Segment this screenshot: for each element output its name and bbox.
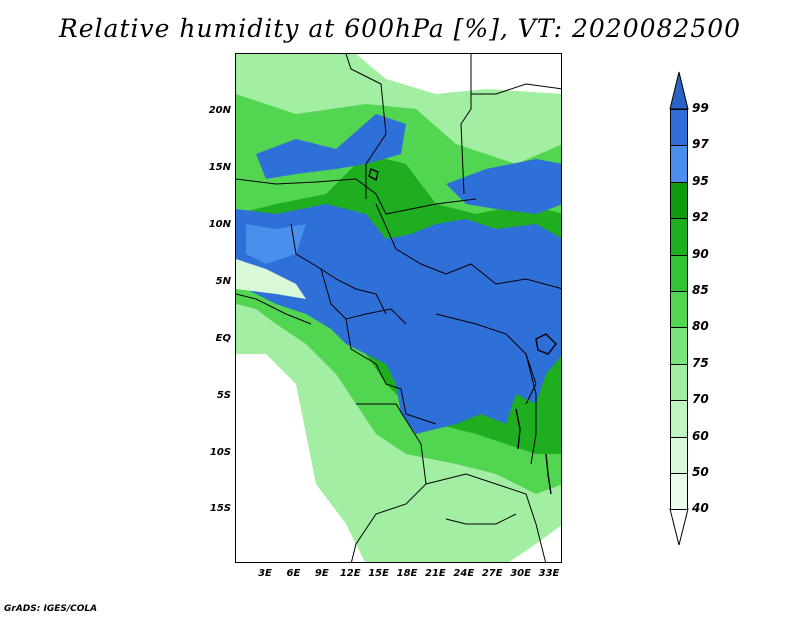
map-frame [235, 53, 562, 563]
longitude-label: 6E [286, 568, 301, 579]
humidity-fields [236, 54, 561, 562]
colorbar-label: 50 [692, 465, 709, 479]
longitude-label: 30E [510, 568, 531, 579]
chart-title: Relative humidity at 600hPa [%], VT: 202… [58, 14, 742, 43]
colorbar-label: 75 [692, 355, 709, 370]
colorbar-swatch [670, 436, 688, 474]
colorbar-label: 95 [692, 173, 709, 188]
border-line [375, 203, 561, 289]
border-line [460, 54, 472, 195]
border-line [525, 353, 537, 465]
colorbar-label: 60 [692, 428, 709, 443]
colorbar-label: 99 [692, 101, 709, 115]
humidity-field-blue-east [446, 159, 561, 214]
border-line [345, 318, 437, 425]
border-line [425, 473, 547, 562]
latitude-label: 5S [216, 390, 231, 401]
credit-text: GrADS: IGES/COLA [4, 604, 98, 614]
colorbar-bottom-arrow [669, 508, 689, 546]
latitude-label: 10S [209, 447, 231, 458]
lake-tanganyika [515, 408, 521, 450]
colorbar-label: 40 [692, 501, 709, 516]
longitude-label: 15E [368, 568, 389, 579]
longitude-label: 18E [396, 568, 418, 579]
longitude-label: 12E [339, 568, 361, 579]
colorbar-swatch [670, 291, 688, 329]
latitude-label: EQ [215, 333, 231, 344]
lake-malawi [545, 453, 552, 495]
longitude-label: 27E [481, 568, 503, 579]
longitude-label: 3E [258, 568, 272, 579]
border-line [345, 54, 387, 199]
colorbar-label: 85 [692, 283, 709, 297]
colorbar-label: 92 [692, 210, 709, 225]
colorbar-swatch [670, 218, 688, 256]
border-line [445, 513, 517, 525]
longitude-label: 24E [453, 568, 475, 579]
longitude-label: 21E [425, 568, 446, 579]
border-line [471, 83, 561, 95]
latitude-label: 15S [209, 503, 231, 514]
border-line [236, 293, 312, 325]
colorbar-swatch [670, 254, 688, 292]
humidity-field-light-blue [246, 224, 306, 264]
colorbar-swatch [670, 109, 688, 147]
colorbar-top-arrow [669, 71, 689, 110]
humidity-map [236, 54, 561, 562]
latitude-label: 20N [208, 105, 231, 116]
colorbar-swatch [670, 363, 688, 402]
border-line [350, 403, 427, 562]
humidity-field-blue [236, 204, 561, 434]
colorbar-label: 97 [692, 137, 709, 152]
latitude-label: 10N [208, 219, 231, 230]
colorbar-label: 80 [692, 319, 709, 334]
colorbar-swatch [670, 145, 688, 183]
colorbar-swatch [670, 400, 688, 438]
colorbar-label: 90 [692, 246, 709, 261]
latitude-label: 5N [215, 276, 231, 287]
border-line [320, 268, 407, 325]
country-borders [236, 54, 561, 562]
border-line [290, 223, 387, 315]
colorbar-swatch [670, 473, 688, 511]
lake-chad [368, 168, 379, 182]
humidity-field-dry-west [236, 259, 306, 299]
lake-victoria [535, 333, 557, 355]
colorbar-swatch [670, 327, 688, 365]
latitude-label: 15N [208, 162, 231, 173]
lakes [368, 168, 557, 495]
longitude-label: 9E [314, 568, 329, 579]
colorbar-swatch [670, 181, 688, 220]
longitude-label: 33E [538, 568, 560, 579]
colorbar-label: 70 [692, 392, 709, 407]
border-line [236, 178, 477, 215]
humidity-field-blue-north [256, 114, 406, 179]
